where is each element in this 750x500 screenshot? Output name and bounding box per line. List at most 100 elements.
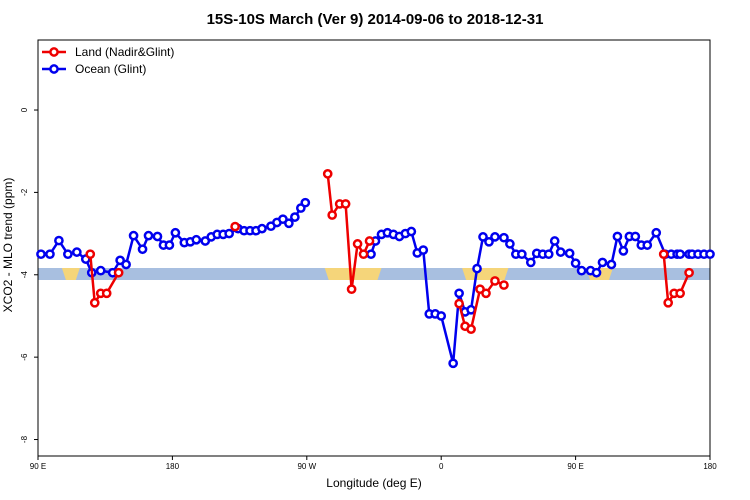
data-point: [137, 244, 148, 255]
data-point: [484, 236, 494, 247]
data-point: [45, 249, 55, 260]
data-point: [418, 245, 429, 255]
x-axis: 90 E 180 90 W 0 90 E 180: [30, 456, 717, 471]
data-point: [224, 228, 234, 239]
data-point: [549, 236, 560, 246]
data-point: [630, 231, 641, 242]
legend-item: Land (Nadir&Glint): [42, 45, 174, 59]
data-point: [327, 210, 338, 220]
plot-frame: [37, 39, 711, 457]
data-point: [85, 249, 96, 260]
data-point: [543, 249, 554, 260]
data-point: [466, 324, 476, 334]
data-point: [499, 280, 509, 290]
data-point: [591, 267, 602, 278]
y-tick-label: -8: [20, 435, 29, 443]
x-tick-label: 180: [166, 462, 180, 471]
data-point: [684, 267, 694, 278]
data-point: [95, 265, 106, 276]
data-point: [525, 257, 536, 268]
data-point: [290, 212, 300, 222]
data-point: [322, 169, 333, 179]
data-point: [71, 247, 82, 257]
data-point: [170, 227, 181, 238]
x-tick-label: 90 W: [297, 462, 316, 471]
data-point: [555, 247, 566, 257]
data-point: [597, 257, 608, 268]
data-point: [675, 249, 685, 260]
data-point: [36, 249, 46, 260]
x-tick-label: 180: [703, 462, 717, 471]
data-point: [564, 248, 575, 259]
data-point: [113, 267, 124, 278]
data-point: [257, 223, 267, 234]
data-point: [499, 232, 509, 243]
y-axis-label: XCO2 - MLO trend (ppm): [1, 178, 15, 313]
reference-band: [38, 267, 710, 280]
data-point: [576, 265, 587, 276]
data-point: [63, 249, 73, 260]
data-point: [128, 230, 139, 241]
data-point: [651, 227, 662, 238]
data-point: [478, 232, 488, 242]
legend-marker: [49, 47, 59, 57]
data-point: [89, 297, 100, 308]
y-tick-label: 0: [20, 107, 29, 112]
x-tick-label: 0: [439, 462, 444, 471]
data-point: [406, 226, 417, 237]
series-layer: [36, 169, 715, 369]
legend-label: Land (Nadir&Glint): [75, 45, 174, 59]
data-point: [490, 232, 500, 242]
data-point: [505, 239, 515, 249]
legend-label: Ocean (Glint): [75, 62, 146, 76]
data-point: [101, 288, 112, 299]
legend: Land (Nadir&Glint) Ocean (Glint): [42, 45, 174, 76]
y-tick-label: -2: [20, 188, 29, 196]
x-tick-label: 90 E: [567, 462, 583, 471]
data-point: [358, 249, 369, 260]
data-point: [284, 218, 294, 229]
data-point: [352, 239, 363, 249]
data-point: [481, 288, 491, 299]
data-point: [472, 263, 482, 274]
data-point: [143, 230, 154, 241]
data-point: [230, 221, 240, 232]
chart-title: 15S-10S March (Ver 9) 2014-09-06 to 2018…: [207, 11, 544, 28]
legend-item: Ocean (Glint): [42, 62, 146, 76]
data-point: [490, 276, 500, 286]
y-tick-label: -4: [20, 271, 29, 279]
data-point: [570, 258, 581, 269]
data-point: [54, 235, 64, 246]
series-land: [85, 169, 694, 334]
data-point: [454, 298, 464, 309]
data-point: [642, 240, 653, 250]
data-point: [618, 246, 629, 256]
data-point: [658, 249, 669, 260]
data-point: [366, 249, 376, 260]
data-point: [164, 240, 175, 250]
data-point: [300, 197, 311, 208]
data-point: [364, 236, 375, 246]
series-ocean: [36, 197, 715, 369]
band-land-segment: [61, 267, 80, 280]
data-point: [121, 259, 131, 270]
x-tick-label: 90 E: [30, 462, 46, 471]
y-tick-label: -6: [20, 353, 29, 361]
data-point: [454, 288, 464, 299]
y-axis: 0 -2 -4 -6 -8: [20, 107, 38, 443]
data-point: [346, 284, 357, 295]
data-point: [516, 249, 527, 260]
x-axis-label: Longitude (deg E): [326, 476, 421, 490]
data-point: [340, 199, 351, 209]
data-point: [436, 311, 447, 321]
legend-marker: [49, 64, 59, 74]
band-land-segment: [462, 267, 509, 280]
data-point: [663, 297, 674, 308]
data-point: [606, 259, 617, 270]
data-point: [191, 234, 202, 245]
data-point: [675, 288, 685, 299]
data-point: [448, 358, 458, 369]
data-point: [612, 231, 623, 242]
series-line: [40, 201, 307, 274]
